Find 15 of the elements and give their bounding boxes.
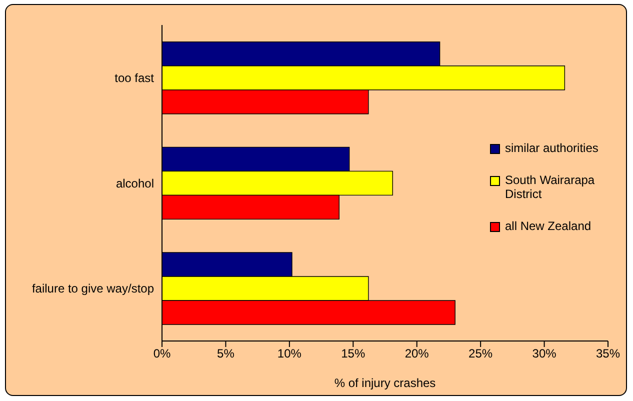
x-tick-label: 35% <box>596 346 620 361</box>
legend-label: South Wairarapa District <box>505 173 596 201</box>
x-tick-label: 15% <box>341 346 366 361</box>
x-tick-label: 10% <box>277 346 302 361</box>
x-tick-label: 5% <box>217 346 235 361</box>
legend-label: all New Zealand <box>505 219 592 233</box>
legend-label: similar authorities <box>505 141 598 155</box>
x-axis-title: % of injury crashes <box>334 376 436 390</box>
x-tick-label: 20% <box>404 346 430 361</box>
y-tick-label: too fast <box>114 70 155 85</box>
x-tick-label: 25% <box>468 346 493 361</box>
x-tick-label: 0% <box>153 346 171 361</box>
x-tick-label: 30% <box>532 346 557 361</box>
y-tick-label: failure to give way/stop <box>32 282 154 296</box>
y-tick-label: alcohol <box>116 176 154 190</box>
